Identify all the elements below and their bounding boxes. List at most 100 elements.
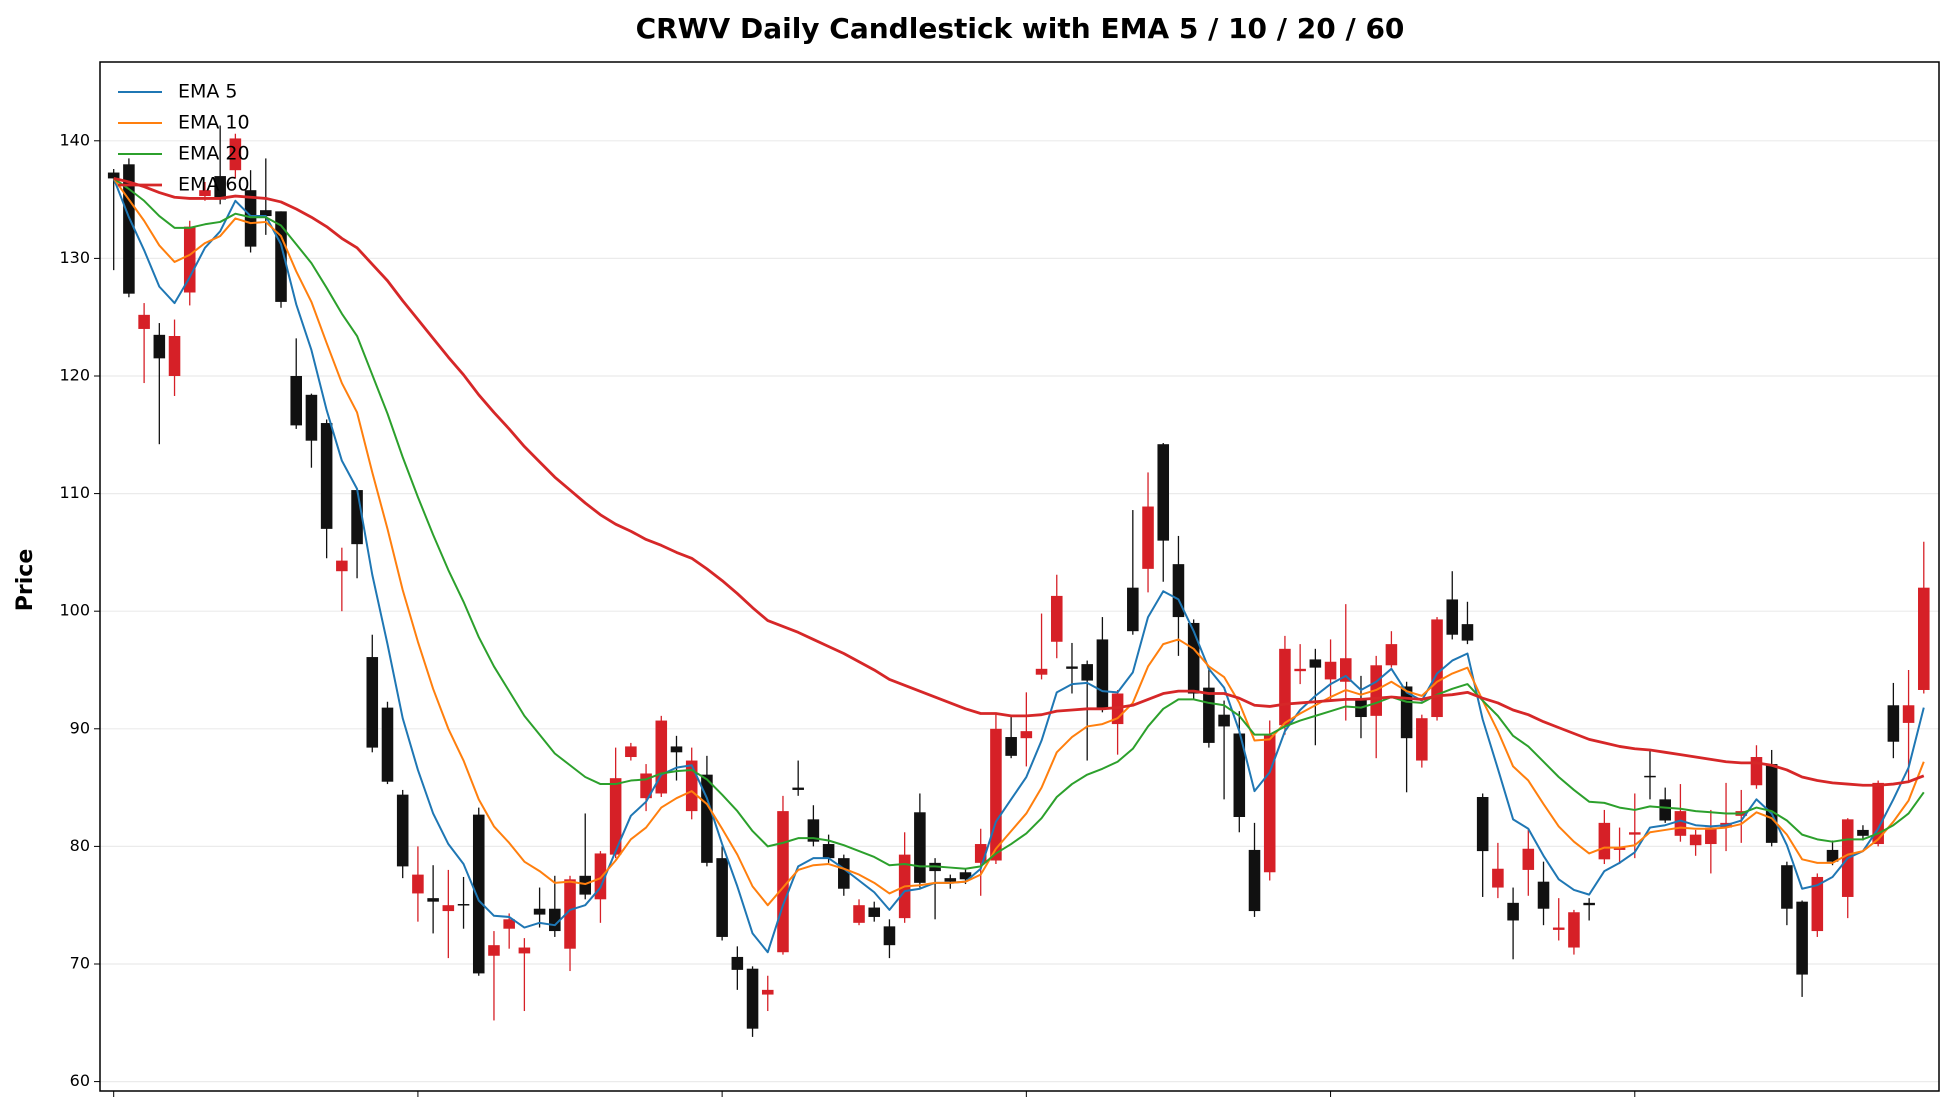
candle-body xyxy=(914,812,926,883)
candle-body xyxy=(853,905,865,923)
candle-body xyxy=(1157,444,1170,541)
candle-body xyxy=(1750,757,1763,786)
candle-body xyxy=(1659,799,1671,821)
candle-body xyxy=(1613,847,1626,850)
candle-body xyxy=(1872,782,1884,845)
candle-body xyxy=(1294,668,1306,672)
candle-body xyxy=(1263,734,1276,873)
candle-body xyxy=(320,423,333,529)
y-tick-label: 120 xyxy=(59,365,90,384)
candle-body xyxy=(1811,876,1824,932)
candle-body xyxy=(1568,912,1580,948)
candle-body xyxy=(1507,902,1519,921)
candle-body xyxy=(366,657,379,748)
candle-body xyxy=(396,794,409,867)
candle-body xyxy=(1598,822,1611,860)
ema-line xyxy=(112,178,1925,954)
candle-body xyxy=(1324,661,1337,680)
candle-body xyxy=(275,211,287,302)
candle-body xyxy=(1400,686,1413,739)
candle-body xyxy=(123,164,135,294)
candle-body xyxy=(1705,827,1717,845)
candle-body xyxy=(1035,668,1048,675)
candle-body xyxy=(1142,506,1154,569)
candle-body xyxy=(1218,714,1230,727)
legend-label: EMA 20 xyxy=(178,143,250,165)
candle-body xyxy=(974,844,987,863)
candle-body xyxy=(199,190,211,197)
candle-body xyxy=(412,874,424,894)
candle-body xyxy=(244,190,257,247)
candle-body xyxy=(609,778,622,855)
candle-body xyxy=(838,858,850,889)
ema-line xyxy=(113,177,1925,787)
candle-body xyxy=(1416,718,1428,761)
candle-body xyxy=(488,945,500,956)
candle-body xyxy=(1537,881,1550,909)
candle-body xyxy=(1476,797,1489,852)
candle-body xyxy=(868,907,881,917)
candle-body xyxy=(1187,622,1200,694)
candle-body xyxy=(549,908,561,932)
candle-body xyxy=(1689,834,1702,846)
candle-body xyxy=(625,746,637,758)
candle-body xyxy=(731,956,744,970)
candle-body xyxy=(1020,731,1033,739)
legend-label: EMA 5 xyxy=(178,81,238,103)
candle-body xyxy=(670,746,683,753)
candle-body xyxy=(503,919,515,929)
candle-body xyxy=(594,853,607,900)
candle-body xyxy=(305,394,318,441)
candle-body xyxy=(761,989,774,995)
candle-body xyxy=(716,858,728,937)
candle-body xyxy=(746,968,759,1029)
candle-body xyxy=(1005,737,1017,756)
candle-body xyxy=(655,720,668,794)
candle-body xyxy=(1902,705,1915,723)
candle-body xyxy=(1096,639,1109,709)
candle-body xyxy=(1826,849,1839,862)
candle-body xyxy=(1765,764,1778,843)
candle-body xyxy=(533,908,546,915)
candle-body xyxy=(579,875,592,895)
candle-body xyxy=(290,375,303,426)
candle-body xyxy=(1446,599,1459,635)
candle-body xyxy=(1644,775,1656,778)
candle-body xyxy=(1203,687,1215,743)
legend-label: EMA 10 xyxy=(178,112,250,134)
y-tick-label: 130 xyxy=(59,248,90,267)
candle-body xyxy=(1233,733,1246,817)
candle-body xyxy=(701,774,713,863)
candle-body xyxy=(685,760,698,812)
candle-body xyxy=(107,172,120,179)
y-tick-label: 140 xyxy=(59,130,90,149)
candle-body xyxy=(1887,705,1900,742)
candle-body xyxy=(1066,666,1078,669)
candle-body xyxy=(442,905,455,912)
candle-body xyxy=(1674,811,1687,836)
candle-body xyxy=(1552,927,1565,930)
candle-body xyxy=(1431,619,1443,718)
y-tick-label: 70 xyxy=(70,953,90,972)
candle-body xyxy=(183,226,196,293)
candle-body xyxy=(472,814,485,974)
candle-body xyxy=(1248,849,1261,912)
candle-body xyxy=(1339,658,1352,682)
candle-body xyxy=(959,872,972,880)
candle-body xyxy=(1461,624,1474,641)
chart-title: CRWV Daily Candlestick with EMA 5 / 10 /… xyxy=(636,12,1405,45)
candle-body xyxy=(1796,901,1808,975)
candle-body xyxy=(351,490,363,545)
y-axis-label: Price xyxy=(13,549,38,611)
candle-body xyxy=(138,314,150,329)
candle-body xyxy=(260,210,272,217)
candle-body xyxy=(1081,664,1093,681)
candle-body xyxy=(1492,868,1504,888)
candle-body xyxy=(229,138,242,171)
candle-body xyxy=(1127,587,1139,632)
y-tick-label: 90 xyxy=(70,718,90,737)
candle-body xyxy=(1309,659,1322,668)
candle-body xyxy=(457,904,470,906)
